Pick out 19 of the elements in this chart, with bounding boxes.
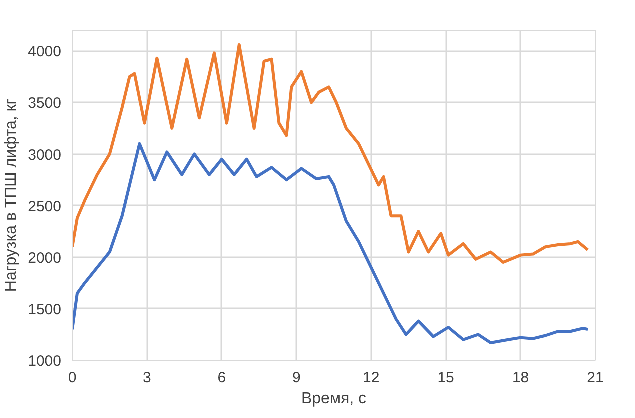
line-series (72, 142, 590, 344)
x-tick-label: 9 (292, 370, 301, 386)
y-tick-label: 2000 (28, 250, 62, 267)
x-tick-label: 12 (363, 370, 380, 386)
y-tick-label: 1500 (28, 301, 62, 318)
x-tick-label: 15 (438, 370, 454, 386)
y-tick-label: 2500 (28, 198, 62, 216)
y-tick-label: 1000 (28, 353, 62, 370)
x-tick-label: 3 (143, 370, 152, 386)
y-tick-label: 3000 (28, 146, 62, 164)
x-tick-label: 0 (68, 370, 77, 386)
x-axis-title: Время, с (301, 390, 367, 408)
x-tick-label: 6 (218, 370, 226, 386)
y-axis-title: Нагрузка в ТПШ лифта, кг (3, 98, 20, 292)
y-tick-label: 3500 (28, 95, 62, 112)
x-tick-label: 18 (512, 370, 530, 386)
x-tick-label: 21 (587, 370, 604, 386)
y-tick-label: 4000 (28, 44, 62, 61)
line-series (72, 43, 590, 264)
